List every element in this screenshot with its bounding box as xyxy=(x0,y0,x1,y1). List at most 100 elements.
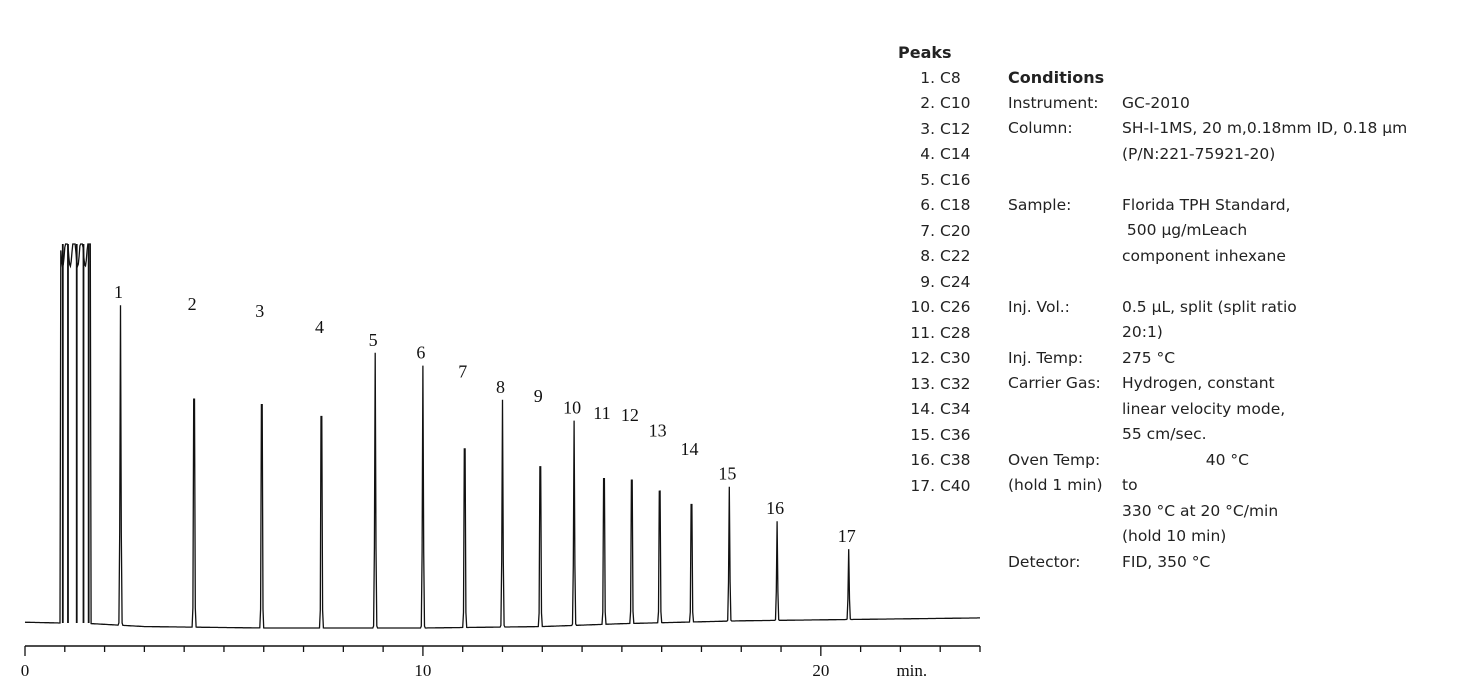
peak-legend-number: 10. xyxy=(910,298,935,316)
condition-label: Inj. Vol.: xyxy=(1008,297,1070,316)
condition-row: Inj. Temp: 275 °C xyxy=(1008,346,1407,372)
condition-value: (P/N:221-75921-20) xyxy=(1122,144,1276,163)
peak-legend-item: 4. C14 xyxy=(898,142,970,168)
condition-row: Column: SH-I-1MS, 20 m,0.18mm ID, 0.18 µm xyxy=(1008,116,1407,142)
condition-value: 500 µg/mLeach xyxy=(1122,221,1248,239)
condition-value: FID, 350 °C xyxy=(1122,552,1211,571)
condition-label xyxy=(1008,218,1122,244)
peak-label: 2 xyxy=(188,294,197,314)
peak-legend-compound: C38 xyxy=(940,451,971,469)
peak-label: 15 xyxy=(718,464,736,484)
peak-legend-item: 7. C20 xyxy=(898,219,971,245)
peak-label: 17 xyxy=(838,526,856,546)
condition-row: Sample: Florida TPH Standard, xyxy=(1008,193,1407,219)
condition-label: Carrier Gas: xyxy=(1008,374,1101,392)
peak-label: 13 xyxy=(649,421,667,441)
condition-row: Detector: FID, 350 °C xyxy=(1008,550,1407,576)
condition-value: Hydrogen, constant xyxy=(1122,374,1275,392)
condition-value: 0.5 µL, split (split ratio xyxy=(1122,297,1297,316)
peak-legend-compound: C12 xyxy=(940,119,971,138)
peak-legend-item: 15. C36 xyxy=(898,423,970,449)
chromatogram-trace-layer xyxy=(24,243,980,629)
condition-label xyxy=(1008,499,1122,525)
peak-legend-number: 12. xyxy=(910,349,935,367)
peak-legend-compound: C28 xyxy=(940,323,971,342)
peak-label: 16 xyxy=(766,498,784,518)
condition-label xyxy=(1008,524,1122,550)
conditions-list: Instrument: GC-2010 Column: SH-I-1MS, 20 m,… xyxy=(1008,91,1407,576)
peak-legend-compound: C10 xyxy=(940,94,971,112)
condition-value: Florida TPH Standard, xyxy=(1122,195,1291,214)
peaks-title: Peaks xyxy=(898,43,952,62)
x-tick-label-10: 10 xyxy=(414,661,431,680)
condition-label xyxy=(1008,244,1122,270)
peak-legend-number: 8. xyxy=(920,247,935,265)
condition-label xyxy=(1008,320,1122,346)
peak-label: 12 xyxy=(621,405,639,425)
condition-label xyxy=(1008,422,1122,448)
condition-value: SH-I-1MS, 20 m,0.18mm ID, 0.18 µm xyxy=(1122,119,1408,137)
condition-label xyxy=(1008,142,1122,168)
condition-label: Oven Temp: xyxy=(1008,450,1101,469)
condition-value: component inhexane xyxy=(1122,246,1286,265)
condition-row xyxy=(1008,269,1407,295)
condition-value: 40 °C xyxy=(1122,450,1249,469)
peak-legend-item: 10. C26 xyxy=(898,295,971,321)
x-tick-labels: 0 10 20 min. xyxy=(21,661,927,680)
peak-legend-compound: C34 xyxy=(940,400,971,418)
peak-legend-number: 5. xyxy=(920,170,935,189)
peak-legend-number: 6. xyxy=(920,196,935,214)
peak-legend-compound: C20 xyxy=(940,221,971,240)
condition-value: 20:1) xyxy=(1122,323,1163,341)
peak-legend-item: 17. C40 xyxy=(898,474,970,500)
peak-legend-compound: C16 xyxy=(940,170,971,189)
condition-label: Column: xyxy=(1008,119,1073,137)
condition-row: 330 °C at 20 °C/min xyxy=(1008,499,1407,525)
chromatogram-trace xyxy=(24,243,980,629)
peaks-list: 1. C8 2. C10 3. C12 4. C14 5. C16 6. C18 7. C20 8. C22 9… xyxy=(898,66,971,500)
condition-value: (hold 10 min) xyxy=(1122,527,1227,545)
peak-legend-number: 4. xyxy=(920,145,935,163)
condition-row: Oven Temp: 40 °C xyxy=(1008,448,1407,474)
peak-label: 4 xyxy=(315,317,324,337)
condition-row: Carrier Gas: Hydrogen, constant xyxy=(1008,371,1407,397)
peak-legend-compound: C32 xyxy=(940,374,971,393)
peak-legend-number: 15. xyxy=(910,425,935,444)
peak-legend-item: 8. C22 xyxy=(898,244,970,270)
peak-legend-number: 7. xyxy=(920,221,935,240)
peak-legend-number: 3. xyxy=(920,119,935,138)
peak-legend-item: 13. C32 xyxy=(898,372,971,398)
peak-legend-number: 14. xyxy=(910,400,935,418)
peak-legend-compound: C26 xyxy=(940,298,971,316)
x-ticks xyxy=(24,646,981,656)
condition-row: component inhexane xyxy=(1008,244,1407,270)
peak-label: 11 xyxy=(593,403,610,423)
condition-row: 55 cm/sec. xyxy=(1008,422,1407,448)
peak-label: 14 xyxy=(681,439,699,459)
condition-label: (hold 1 min) xyxy=(1008,476,1103,494)
peak-legend-item: 12. C30 xyxy=(898,346,970,372)
x-tick-label-0: 0 xyxy=(21,661,30,680)
peak-legend-item: 9. C24 xyxy=(898,270,970,296)
condition-label xyxy=(1008,397,1122,423)
peak-label: 7 xyxy=(458,361,467,381)
peak-label: 10 xyxy=(563,398,581,418)
condition-label: Instrument: xyxy=(1008,93,1099,112)
condition-row: (hold 1 min) to xyxy=(1008,473,1407,499)
peak-label: 6 xyxy=(416,343,425,363)
conditions-panel: Conditions Instrument: GC-2010 Column: SH-I… xyxy=(1008,65,1407,575)
x-tick-label-20: 20 xyxy=(812,661,829,680)
condition-row: Instrument: GC-2010 xyxy=(1008,91,1407,117)
peak-legend-item: 6. C18 xyxy=(898,193,971,219)
peak-legend-item: 14. C34 xyxy=(898,397,971,423)
peak-legend-number: 9. xyxy=(920,272,935,291)
peak-legend-compound: C8 xyxy=(940,68,961,87)
peak-legend-item: 11. C28 xyxy=(898,321,971,347)
peak-legend-item: 16. C38 xyxy=(898,448,971,474)
peak-legend-compound: C18 xyxy=(940,196,971,214)
peak-legend-number: 16. xyxy=(910,451,935,469)
peak-legend-number: 17. xyxy=(910,476,935,495)
peak-legend-item: 3. C12 xyxy=(898,117,971,143)
condition-row: Inj. Vol.: 0.5 µL, split (split ratio xyxy=(1008,295,1407,321)
